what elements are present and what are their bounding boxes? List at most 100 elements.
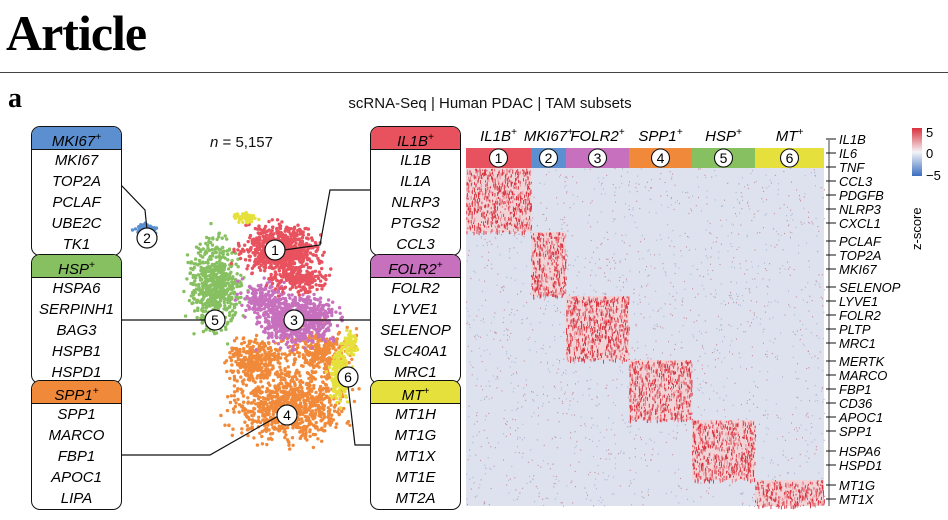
cell-count-label: n = 5,157: [210, 134, 273, 151]
gene-box-folr2: FOLR2+ FOLR2 LYVE1 SELENOP SLC40A1 MRC1: [370, 254, 461, 384]
row-gene-label: MRC1: [826, 336, 876, 351]
heatmap-cluster-bar-5: 5: [692, 148, 755, 168]
heatmap-block-cluster-6: [755, 480, 825, 510]
svg-text:3: 3: [290, 312, 298, 328]
svg-text:5: 5: [211, 312, 219, 328]
gene-label: PTGS2: [390, 215, 441, 232]
colorbar-max: 5: [926, 125, 933, 140]
gene-box-hsp: HSP+ HSPA6 SERPINH1 BAG3 HSPB1 HSPD1: [31, 254, 122, 384]
row-gene-label: MARCO: [826, 368, 887, 383]
gene-label: MT1G: [394, 427, 437, 444]
gene-label: IL1A: [400, 173, 431, 190]
cell-count-value: = 5,157: [222, 134, 273, 151]
heatmap-column-label: HSP+: [705, 127, 742, 145]
row-gene-label: FOLR2: [826, 308, 882, 323]
row-gene-label: MT1X: [826, 492, 875, 507]
heatmap-column-label: MKI67+: [524, 127, 573, 145]
gene-label: SELENOP: [380, 322, 451, 339]
heatmap: 1 IL1B+ 2 MKI67+ 3 FOLR2+ 4 SPP1+ 5 HSP+ 6 MT+: [466, 127, 825, 510]
heatmap-column-label: FOLR2+: [570, 127, 624, 145]
row-gene-label: PLTP: [826, 322, 871, 337]
svg-text:6: 6: [344, 369, 352, 385]
gene-label: IL1B: [400, 152, 431, 169]
row-gene-label: CD36: [826, 396, 873, 411]
gene-box-header: MT+: [371, 381, 460, 404]
row-gene-label: MKI67: [826, 262, 877, 277]
colorbar-mid: 0: [926, 146, 933, 161]
gene-label: PCLAF: [52, 194, 101, 211]
zscore-colorbar: 5 0 −5 z-score: [909, 125, 941, 250]
row-gene-label: IL1B: [826, 132, 866, 147]
figure-title: scRNA-Seq | Human PDAC | TAM subsets: [348, 95, 632, 112]
gene-box-header: FOLR2+: [371, 255, 460, 278]
gene-box-mki67: MKI67+ MKI67 TOP2A PCLAF UBE2C TK1: [31, 126, 122, 256]
row-gene-label: TNF: [826, 160, 865, 175]
heatmap-cluster-bar-2: 2: [531, 148, 566, 168]
heatmap-block-cluster-4: [629, 360, 693, 424]
colorbar-min: −5: [926, 168, 941, 183]
gene-label: SPP1: [57, 406, 96, 423]
umap-cluster-marker: 4: [276, 404, 298, 426]
gene-label: CCL3: [396, 236, 435, 253]
gene-label: HSPD1: [51, 364, 102, 381]
umap-cluster-marker: 5: [204, 309, 226, 331]
umap-scatter: [130, 211, 361, 451]
header-divider: [0, 72, 948, 73]
svg-text:1: 1: [271, 242, 279, 258]
gene-box-mt: MT+ MT1H MT1G MT1X MT1E MT2A: [370, 380, 461, 510]
n-symbol: n: [210, 134, 219, 151]
connector-lines: [120, 184, 370, 456]
umap-cluster-marker: 6: [337, 366, 359, 388]
row-gene-label: FBP1: [826, 382, 872, 397]
heatmap-column-label: MT+: [776, 127, 804, 145]
heatmap-cluster-bar-4: 4: [629, 148, 692, 168]
umap-cluster-marker: 1: [264, 239, 286, 261]
gene-box-header: IL1B+: [371, 127, 460, 150]
row-gene-label: LYVE1: [826, 294, 878, 309]
gene-label: MT1H: [395, 406, 436, 423]
gene-box-header: SPP1+: [32, 381, 121, 404]
row-gene-label: CXCL1: [826, 216, 881, 231]
heatmap-cluster-bar-6: 6: [755, 148, 824, 168]
gene-label: LYVE1: [392, 301, 439, 318]
heatmap-cluster-bar-1: 1: [466, 148, 531, 168]
gene-box-header: MKI67+: [32, 127, 121, 150]
gene-label: MARCO: [48, 427, 105, 444]
row-gene-label: IL6: [826, 146, 858, 161]
gene-box-spp1: SPP1+ SPP1 MARCO FBP1 APOC1 LIPA: [31, 380, 122, 510]
gene-label: MT1E: [395, 469, 436, 486]
svg-text:4: 4: [283, 407, 291, 423]
umap-cluster-marker: 3: [283, 309, 305, 331]
row-gene-label: SPP1: [826, 424, 872, 439]
row-gene-label: TOP2A: [826, 248, 881, 263]
heatmap-block-cluster-3: [566, 296, 630, 364]
gene-label: BAG3: [56, 322, 97, 339]
gene-label: MT2A: [395, 490, 436, 507]
gene-label: MKI67: [54, 152, 99, 169]
row-gene-label: CCL3: [826, 174, 873, 189]
row-gene-label: HSPA6: [826, 444, 881, 459]
heatmap-cluster-bar-3: 3: [566, 148, 629, 168]
heatmap-row-labels: IL1BIL6TNFCCL3PDGFBNLRP3CXCL1PCLAFTOP2AM…: [826, 132, 901, 507]
colorbar-label: z-score: [909, 207, 924, 250]
row-gene-label: APOC1: [826, 410, 883, 425]
svg-text:2: 2: [143, 230, 151, 246]
gene-label: SLC40A1: [383, 343, 448, 360]
gene-box-header: HSP+: [32, 255, 121, 278]
heatmap-block-cluster-1: [466, 168, 532, 236]
umap-cluster-6: [232, 211, 261, 225]
gene-box-il1b: IL1B+ IL1B IL1A NLRP3 PTGS2 CCL3: [370, 126, 461, 256]
row-gene-label: PCLAF: [826, 234, 882, 249]
gene-label: FBP1: [57, 448, 96, 465]
gene-label: HSPA6: [52, 280, 101, 297]
gene-label: MT1X: [395, 448, 436, 465]
row-gene-label: MERTK: [826, 354, 886, 369]
umap-cluster-marker: 2: [136, 227, 158, 249]
row-gene-label: SELENOP: [826, 280, 901, 295]
gene-label: APOC1: [51, 469, 102, 486]
heatmap-block-cluster-5: [692, 420, 756, 484]
gene-label: LIPA: [60, 490, 93, 507]
gene-label: UBE2C: [51, 215, 102, 232]
heatmap-block-cluster-2: [531, 232, 567, 300]
